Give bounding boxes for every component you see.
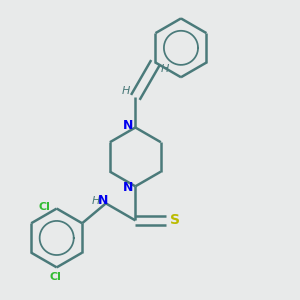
Text: H: H	[161, 64, 170, 74]
Text: S: S	[170, 213, 180, 227]
Text: N: N	[122, 119, 133, 133]
Text: Cl: Cl	[49, 272, 61, 282]
Text: Cl: Cl	[38, 202, 50, 212]
Text: N: N	[122, 182, 133, 194]
Text: H: H	[121, 86, 130, 96]
Text: H: H	[92, 196, 100, 206]
Text: N: N	[98, 194, 108, 207]
